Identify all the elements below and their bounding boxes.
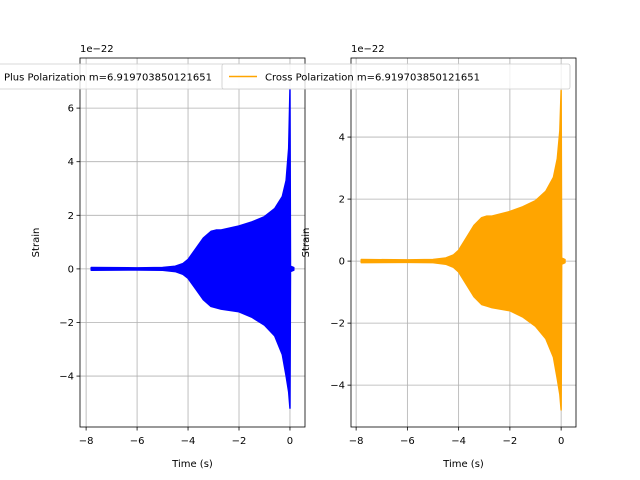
x-tick-label: 0	[558, 436, 564, 447]
y-tick-label: 0	[68, 264, 74, 275]
y-tick-label: 4	[68, 157, 74, 168]
plus-axes: −8 −6 −4 −2 0 −4 −2 0 2 4 6 Time (s) Strain 1e−22	[31, 44, 306, 470]
x-tick-label: −2	[232, 436, 247, 447]
y-axis-label: Strain	[301, 228, 312, 258]
axes-frame	[350, 57, 577, 428]
offset-text: 1e−22	[351, 44, 385, 55]
cross-axes: −8 −6 −4 −2 0 −4 −2 0 2 4 Time (s) Strain 1e−22	[301, 44, 577, 470]
y-tick-label: 0	[339, 257, 345, 268]
x-axis-label: Time (s)	[171, 459, 213, 470]
y-axis-label: Strain	[31, 228, 42, 258]
y-tick-label: −2	[330, 319, 345, 330]
cross-waveform	[360, 89, 566, 411]
y-tick-label: −4	[330, 381, 345, 392]
y-tick-label: 4	[339, 133, 345, 144]
plus-waveform	[90, 88, 295, 409]
x-tick-label: −4	[451, 436, 466, 447]
legend-box	[221, 63, 571, 90]
y-tick-label: −2	[59, 318, 74, 329]
legend-label: Plus Polarization m=6.919703850121651	[4, 73, 212, 84]
offset-text: 1e−22	[80, 44, 114, 55]
y-tick-label: 2	[339, 195, 345, 206]
cross-legend: Cross Polarization m=6.919703850121651	[221, 63, 571, 90]
x-tick-label: −8	[349, 436, 364, 447]
axes-frame	[79, 57, 306, 428]
x-tick-label: −4	[181, 436, 196, 447]
y-tick-label: −4	[59, 372, 74, 383]
y-tick-label: 6	[68, 104, 74, 115]
y-tick-label: 2	[68, 211, 74, 222]
x-tick-label: −8	[79, 436, 94, 447]
x-tick-label: −6	[130, 436, 145, 447]
x-tick-label: 0	[287, 436, 293, 447]
x-tick-label: −2	[503, 436, 518, 447]
legend-label: Cross Polarization m=6.919703850121651	[265, 73, 480, 84]
x-axis-label: Time (s)	[442, 459, 484, 470]
x-tick-label: −6	[400, 436, 415, 447]
